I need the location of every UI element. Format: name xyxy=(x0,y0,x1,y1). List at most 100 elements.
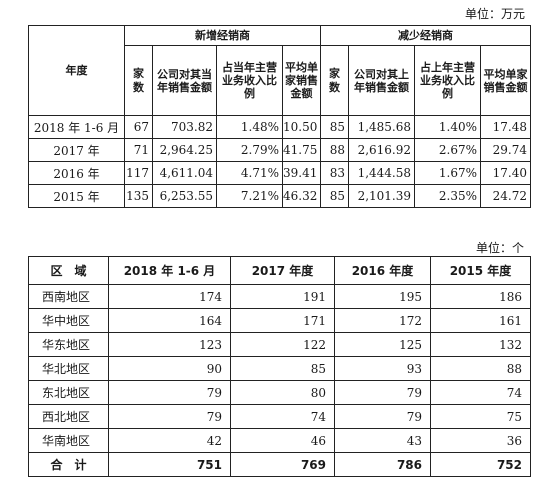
new-sales-cell: 703.82 xyxy=(152,115,217,139)
region-cell: 华南地区 xyxy=(28,428,109,453)
new-count-cell: 67 xyxy=(124,115,153,139)
table2-row: 华南地区 42 46 43 36 xyxy=(28,428,531,453)
reduced-count-cell: 85 xyxy=(320,184,349,208)
total-value-cell: 751 xyxy=(108,452,231,477)
value-cell: 122 xyxy=(230,332,335,357)
value-cell: 172 xyxy=(334,308,431,333)
value-cell: 79 xyxy=(108,380,231,405)
table1-row: 2016 年 117 4,611.04 4.71% 39.41 83 1,444… xyxy=(28,161,531,185)
value-cell: 132 xyxy=(430,332,531,357)
table2-row: 西北地区 79 74 79 75 xyxy=(28,404,531,429)
reduced-sales-cell: 1,485.68 xyxy=(348,115,415,139)
new-sales-cell: 6,253.55 xyxy=(152,184,217,208)
value-cell: 42 xyxy=(108,428,231,453)
reduced-ratio-cell: 2.35% xyxy=(414,184,481,208)
value-cell: 88 xyxy=(430,356,531,381)
year-cell: 2017 年 xyxy=(28,138,125,162)
value-cell: 74 xyxy=(230,404,335,429)
year-2015-header: 2015 年度 xyxy=(430,256,531,285)
new-sales-header: 公司对其当年销售金额 xyxy=(152,45,217,116)
new-dealers-header: 新增经销商 xyxy=(124,25,321,46)
new-ratio-cell: 1.48% xyxy=(216,115,283,139)
new-count-cell: 71 xyxy=(124,138,153,162)
table2-row: 华东地区 123 122 125 132 xyxy=(28,332,531,357)
total-label-cell: 合 计 xyxy=(28,452,109,477)
new-sales-cell: 2,964.25 xyxy=(152,138,217,162)
new-sales-cell: 4,611.04 xyxy=(152,161,217,185)
value-cell: 123 xyxy=(108,332,231,357)
reduced-ratio-cell: 1.40% xyxy=(414,115,481,139)
new-avg-cell: 46.32 xyxy=(282,184,321,208)
reduced-dealers-header: 减少经销商 xyxy=(320,25,531,46)
value-cell: 164 xyxy=(108,308,231,333)
value-cell: 43 xyxy=(334,428,431,453)
table2-row: 华北地区 90 85 93 88 xyxy=(28,356,531,381)
value-cell: 36 xyxy=(430,428,531,453)
new-count-header: 家数 xyxy=(124,45,153,116)
new-count-cell: 117 xyxy=(124,161,153,185)
region-cell: 西南地区 xyxy=(28,284,109,309)
year-2016-header: 2016 年度 xyxy=(334,256,431,285)
new-avg-header: 平均单家销售金额 xyxy=(282,45,321,116)
table2-row: 华中地区 164 171 172 161 xyxy=(28,308,531,333)
reduced-ratio-cell: 2.67% xyxy=(414,138,481,162)
reduced-count-cell: 85 xyxy=(320,115,349,139)
total-value-cell: 752 xyxy=(430,452,531,477)
total-value-cell: 786 xyxy=(334,452,431,477)
reduced-avg-header: 平均单家销售金额 xyxy=(480,45,531,116)
new-count-cell: 135 xyxy=(124,184,153,208)
value-cell: 80 xyxy=(230,380,335,405)
table1-row: 2018 年 1-6 月 67 703.82 1.48% 10.50 85 1,… xyxy=(28,115,531,139)
reduced-ratio-header: 占上年主营业务收入比例 xyxy=(414,45,481,116)
new-ratio-cell: 4.71% xyxy=(216,161,283,185)
reduced-ratio-cell: 1.67% xyxy=(414,161,481,185)
reduced-avg-cell: 24.72 xyxy=(480,184,531,208)
new-and-reduced-dealers-table: 年度 新增经销商 减少经销商 家数 公司对其当年销售金额 占当年主营业务收入比例… xyxy=(28,25,531,208)
value-cell: 161 xyxy=(430,308,531,333)
value-cell: 174 xyxy=(108,284,231,309)
region-cell: 华北地区 xyxy=(28,356,109,381)
reduced-sales-cell: 2,616.92 xyxy=(348,138,415,162)
value-cell: 79 xyxy=(334,380,431,405)
region-cell: 东北地区 xyxy=(28,380,109,405)
value-cell: 93 xyxy=(334,356,431,381)
new-ratio-cell: 7.21% xyxy=(216,184,283,208)
total-value-cell: 769 xyxy=(230,452,335,477)
value-cell: 186 xyxy=(430,284,531,309)
reduced-count-header: 家数 xyxy=(320,45,349,116)
region-header: 区 域 xyxy=(28,256,109,285)
dealers-by-region-table: 区 域 2018 年 1-6 月 2017 年度 2016 年度 2015 年度… xyxy=(28,256,531,477)
year-cell: 2015 年 xyxy=(28,184,125,208)
year-cell: 2016 年 xyxy=(28,161,125,185)
value-cell: 195 xyxy=(334,284,431,309)
value-cell: 125 xyxy=(334,332,431,357)
year-cell: 2018 年 1-6 月 xyxy=(28,115,125,139)
value-cell: 46 xyxy=(230,428,335,453)
value-cell: 171 xyxy=(230,308,335,333)
value-cell: 79 xyxy=(334,404,431,429)
period-2018h1-header: 2018 年 1-6 月 xyxy=(108,256,231,285)
reduced-count-cell: 83 xyxy=(320,161,349,185)
reduced-avg-cell: 29.74 xyxy=(480,138,531,162)
new-avg-cell: 39.41 xyxy=(282,161,321,185)
reduced-sales-header: 公司对其上年销售金额 xyxy=(348,45,415,116)
table2-row: 西南地区 174 191 195 186 xyxy=(28,284,531,309)
total-row: 合 计 751 769 786 752 xyxy=(28,452,531,477)
new-avg-cell: 41.75 xyxy=(282,138,321,162)
reduced-count-cell: 88 xyxy=(320,138,349,162)
table1-row: 2017 年 71 2,964.25 2.79% 41.75 88 2,616.… xyxy=(28,138,531,162)
new-ratio-cell: 2.79% xyxy=(216,138,283,162)
table2-row: 东北地区 79 80 79 74 xyxy=(28,380,531,405)
region-cell: 华中地区 xyxy=(28,308,109,333)
new-ratio-header: 占当年主营业务收入比例 xyxy=(216,45,283,116)
table1-unit-label: 单位：万元 xyxy=(465,7,526,21)
region-cell: 华东地区 xyxy=(28,332,109,357)
table2-unit-label: 单位：个 xyxy=(476,241,525,255)
value-cell: 85 xyxy=(230,356,335,381)
reduced-sales-cell: 2,101.39 xyxy=(348,184,415,208)
region-cell: 西北地区 xyxy=(28,404,109,429)
table1-row: 2015 年 135 6,253.55 7.21% 46.32 85 2,101… xyxy=(28,184,531,208)
value-cell: 90 xyxy=(108,356,231,381)
year-2017-header: 2017 年度 xyxy=(230,256,335,285)
reduced-sales-cell: 1,444.58 xyxy=(348,161,415,185)
